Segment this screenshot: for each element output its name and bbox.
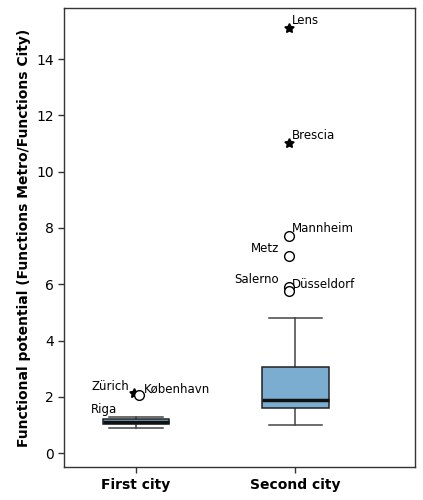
- Bar: [262, 368, 329, 408]
- Text: Riga: Riga: [91, 403, 117, 416]
- Text: Metz: Metz: [251, 242, 279, 254]
- Text: Düsseldorf: Düsseldorf: [292, 278, 355, 291]
- Text: Lens: Lens: [292, 14, 319, 26]
- Text: Salerno: Salerno: [235, 272, 279, 285]
- Bar: [103, 419, 170, 424]
- Text: Brescia: Brescia: [292, 129, 335, 142]
- Text: København: København: [144, 382, 210, 396]
- Text: Zürich: Zürich: [92, 380, 130, 392]
- Y-axis label: Functional potential (Functions Metro/Functions City): Functional potential (Functions Metro/Fu…: [17, 28, 31, 447]
- Text: Mannheim: Mannheim: [292, 222, 354, 235]
